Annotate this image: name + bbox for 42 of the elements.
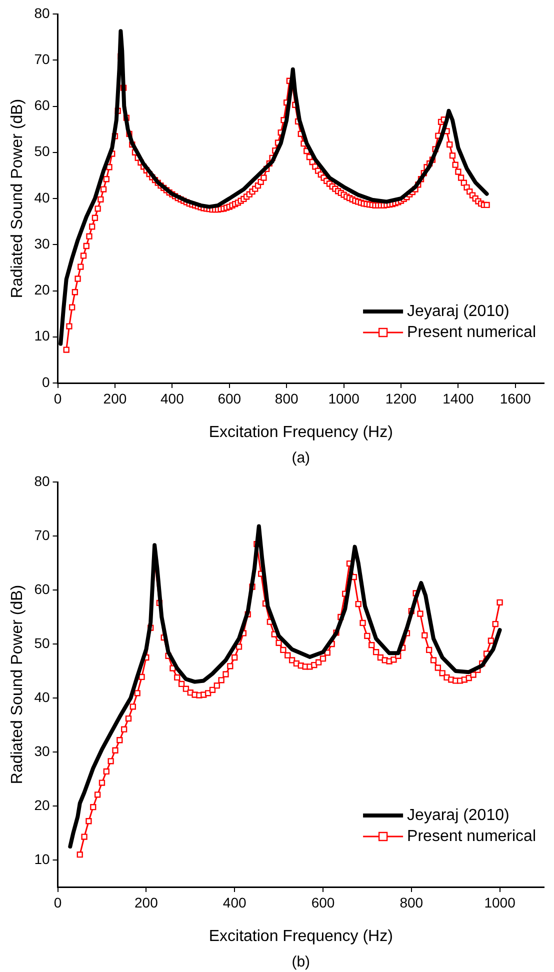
x-tick-label: 1400 [442, 390, 474, 406]
y-axis-title: Radiated Sound Power (dB) [9, 98, 26, 298]
y-tick-label: 30 [34, 235, 50, 252]
y-tick-label: 60 [34, 580, 50, 597]
text: (a) [292, 450, 310, 467]
y-tick-label: 40 [34, 688, 50, 705]
legend-label: Present numerical [407, 324, 536, 341]
x-axis-title: Excitation Frequency (Hz) [208, 424, 393, 441]
y-tick-label: 10 [34, 328, 50, 344]
x-tick-label: 0 [54, 390, 62, 406]
x-tick-label: 800 [274, 390, 298, 406]
legend-label: Present numerical [407, 828, 536, 845]
y-tick-label: 80 [34, 4, 50, 21]
x-tick-label: 800 [400, 894, 424, 910]
y-tick-label: 60 [34, 97, 50, 114]
y-tick-label: 0 [42, 374, 50, 390]
y-tick-label: 20 [34, 282, 50, 298]
y-tick-label: 70 [34, 50, 50, 67]
x-axis-title: Excitation Frequency (Hz) [208, 928, 393, 945]
y-tick-label: 50 [34, 634, 50, 651]
x-tick-label: 1200 [385, 390, 417, 406]
x-tick-label: 600 [218, 390, 242, 406]
y-tick-label: 30 [34, 742, 50, 759]
x-tick-label: 200 [103, 390, 127, 406]
legend-label: Jeyaraj (2010) [407, 806, 510, 824]
text: (b) [292, 954, 310, 971]
x-tick-label: 1000 [328, 390, 360, 406]
y-tick-label: 70 [34, 526, 50, 543]
x-tick-label: 200 [134, 894, 158, 910]
y-tick-label: 10 [34, 850, 50, 867]
x-tick-label: 1000 [484, 894, 516, 910]
x-tick-label: 1600 [500, 390, 532, 406]
x-tick-label: 600 [311, 894, 335, 910]
x-tick-label: 0 [54, 894, 62, 910]
y-tick-label: 80 [34, 472, 50, 489]
y-tick-label: 40 [34, 189, 50, 206]
x-tick-label: 400 [160, 390, 184, 406]
y-tick-label: 20 [34, 796, 50, 813]
x-tick-label: 400 [222, 894, 246, 910]
y-tick-label: 50 [34, 143, 50, 160]
y-axis-title: Radiated Sound Power (dB) [9, 584, 26, 784]
legend-label: Jeyaraj (2010) [407, 302, 510, 320]
